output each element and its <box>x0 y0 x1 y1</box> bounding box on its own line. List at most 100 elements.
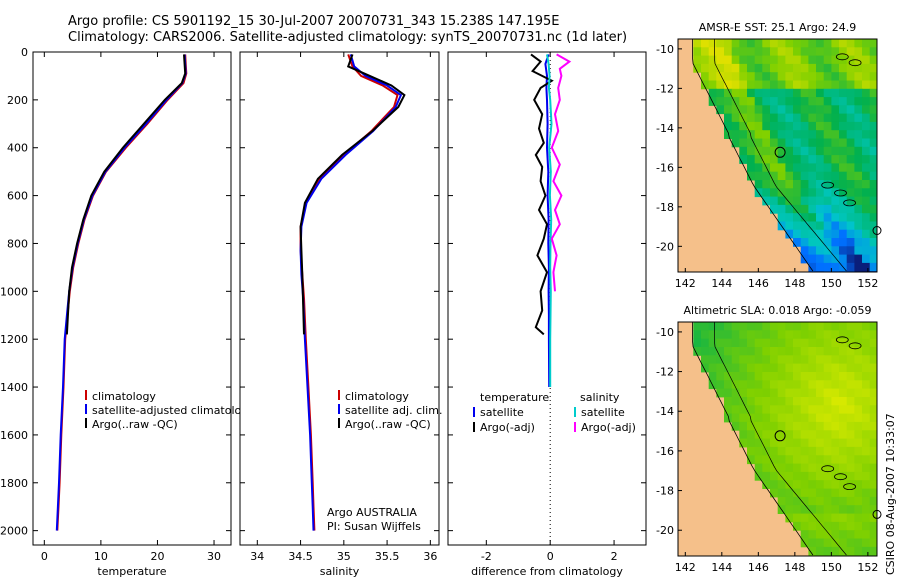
series-line-1 <box>544 54 551 388</box>
field-cell <box>869 455 877 465</box>
field-cell <box>816 521 825 531</box>
legend-label: Argo(..raw -QC) <box>92 418 178 431</box>
field-cell <box>739 421 748 431</box>
field-cell <box>862 254 871 264</box>
annotation-text: Argo AUSTRALIA <box>327 506 417 519</box>
field-cell <box>785 47 794 57</box>
field-cell <box>708 88 717 98</box>
field-cell <box>739 330 748 340</box>
field-cell <box>869 347 877 356</box>
field-cell <box>785 213 794 222</box>
field-cell <box>839 47 848 57</box>
field-cell <box>793 421 802 431</box>
field-cell <box>785 39 794 48</box>
field-cell <box>800 405 809 415</box>
field-cell <box>770 80 779 90</box>
x-tick-label: 144 <box>711 277 732 290</box>
field-cell <box>724 372 733 381</box>
field-cell <box>869 97 877 106</box>
field-cell <box>762 438 771 448</box>
field-cell <box>831 204 840 214</box>
plot-frame <box>239 51 440 546</box>
field-cell <box>854 405 863 415</box>
field-cell <box>839 480 848 489</box>
field-cell <box>800 372 809 381</box>
legend-label: satellite-adjusted climatology <box>92 404 255 417</box>
coastline <box>692 322 814 556</box>
field-cell <box>800 513 809 523</box>
field-cell <box>831 246 840 256</box>
field-cell <box>770 405 779 415</box>
field-cell <box>800 471 809 481</box>
field-cell <box>762 180 771 189</box>
field-cell <box>762 171 771 181</box>
island-contour <box>843 483 856 491</box>
x-tick-label: 35.5 <box>375 550 400 563</box>
field-cell <box>808 63 817 73</box>
field-cell <box>770 88 779 98</box>
field-cell <box>808 88 817 98</box>
field-cell <box>731 355 740 365</box>
field-cell <box>747 372 756 381</box>
field-cell <box>724 330 733 340</box>
field-cell <box>823 513 832 523</box>
field-cell <box>739 338 748 348</box>
field-cell <box>770 413 779 423</box>
field-cell <box>854 105 863 115</box>
field-cell <box>785 397 794 406</box>
island-contour <box>834 473 847 481</box>
field-cell <box>793 97 802 106</box>
field-cell <box>808 496 817 506</box>
x-tick-label: 30 <box>207 550 221 563</box>
y-tick-label: -16 <box>656 161 674 174</box>
field-cell <box>785 180 794 189</box>
field-cell <box>854 204 863 214</box>
field-cell <box>846 355 855 365</box>
map-title: Altimetric SLA: 0.018 Argo: -0.059 <box>684 304 872 317</box>
x-tick-label: 150 <box>821 561 842 574</box>
field-cell <box>754 130 763 139</box>
field-cell <box>846 413 855 423</box>
field-cell <box>731 330 740 340</box>
field-cell <box>854 130 863 139</box>
field-cell <box>724 338 733 348</box>
field-cell <box>770 480 779 489</box>
field-cell <box>808 372 817 381</box>
field-cell <box>823 121 832 131</box>
field-cell <box>854 72 863 81</box>
field-cell <box>793 105 802 115</box>
series-line-2 <box>530 53 554 336</box>
field-cell <box>839 505 848 514</box>
field-cell <box>808 47 817 57</box>
field-cell <box>816 171 825 181</box>
field-cell <box>862 355 871 365</box>
field-cell <box>831 39 840 48</box>
field-cell <box>831 188 840 198</box>
field-cell <box>770 430 779 440</box>
field-cell <box>724 97 733 106</box>
field-cell <box>724 63 733 73</box>
field-cell <box>777 355 786 365</box>
field-cell <box>854 463 863 473</box>
field-cell <box>777 55 786 65</box>
field-cell <box>762 330 771 340</box>
field-cell <box>793 138 802 148</box>
field-cell <box>701 330 710 340</box>
field-cell <box>854 262 863 272</box>
field-cell <box>862 229 871 239</box>
field-cell <box>747 347 756 356</box>
field-cell <box>816 146 825 156</box>
field-cell <box>816 180 825 189</box>
field-cell <box>762 113 771 123</box>
field-cell <box>846 405 855 415</box>
field-cell <box>762 72 771 81</box>
field-cell <box>846 538 855 548</box>
field-cell <box>869 438 877 448</box>
island-contour <box>821 465 835 473</box>
field-cell <box>862 397 871 406</box>
x-tick-label: 20 <box>150 550 164 563</box>
field-cell <box>831 363 840 373</box>
field-cell <box>793 80 802 90</box>
field-cell <box>754 97 763 106</box>
field-cell <box>808 229 817 239</box>
